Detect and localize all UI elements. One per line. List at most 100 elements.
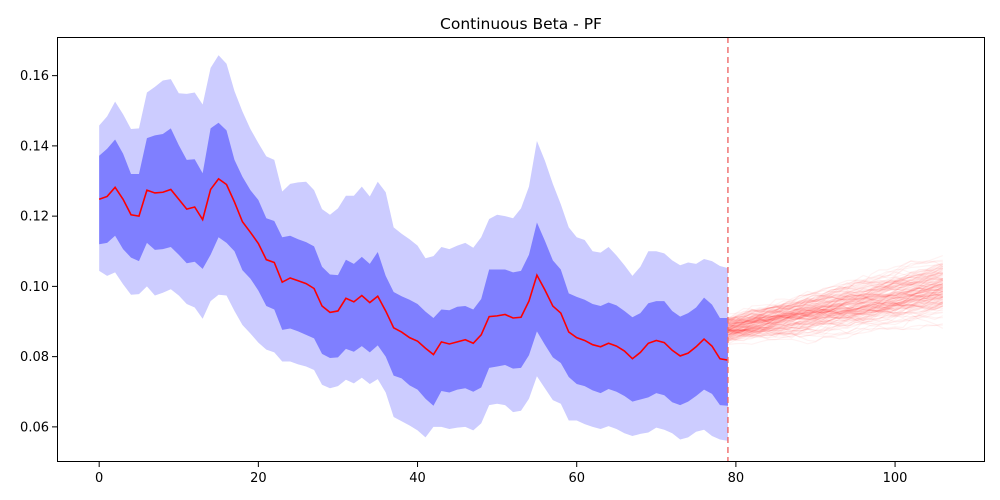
forecast-path <box>727 305 943 337</box>
forecast-path <box>727 295 943 334</box>
forecast-path <box>727 297 943 336</box>
axes-frame <box>57 37 985 462</box>
forecast-path <box>727 260 944 322</box>
forecast-path <box>727 301 944 322</box>
forecast-path <box>727 287 944 332</box>
forecast-path <box>727 297 943 338</box>
forecast-path <box>727 268 943 321</box>
y-tick-label: 0.08 <box>20 350 49 365</box>
forecast-path <box>727 276 943 334</box>
forecast-path <box>727 263 943 327</box>
forecast-path <box>727 291 943 331</box>
forecast-path <box>727 300 943 343</box>
forecast-path <box>727 301 943 335</box>
forecast-path <box>727 287 943 321</box>
forecast-path <box>727 302 944 341</box>
forecast-path <box>727 283 944 325</box>
forecast-path <box>727 293 943 323</box>
forecast-path <box>727 274 943 331</box>
forecast-path <box>727 293 943 327</box>
forecast-path <box>727 278 944 325</box>
forecast-path <box>727 300 943 329</box>
forecast-path <box>727 290 944 333</box>
forecast-path <box>727 267 944 325</box>
forecast-path <box>727 279 944 340</box>
forecast-path <box>727 271 943 322</box>
forecast-path <box>727 269 944 328</box>
forecast-path <box>727 293 943 341</box>
forecast-path <box>727 324 943 340</box>
forecast-path <box>727 284 944 335</box>
chart-title: Continuous Beta - PF <box>440 15 602 33</box>
forecast-path <box>727 288 944 332</box>
forecast-path <box>727 275 944 328</box>
forecast-path <box>727 284 944 334</box>
forecast-path <box>727 271 943 319</box>
forecast-path <box>727 303 943 339</box>
forecast-path <box>727 282 944 325</box>
forecast-path <box>727 303 944 324</box>
forecast-path <box>727 296 943 328</box>
forecast-path <box>727 289 944 325</box>
y-tick-label: 0.10 <box>20 280 49 295</box>
forecast-path <box>727 290 943 342</box>
forecast-path <box>727 264 943 325</box>
forecast-path <box>727 290 943 321</box>
forecast-path <box>727 298 944 321</box>
forecast-path <box>727 300 944 338</box>
forecast-path <box>727 288 943 325</box>
forecast-path <box>727 293 943 340</box>
forecast-path <box>727 282 944 336</box>
y-tick-label: 0.06 <box>20 420 49 435</box>
forecast-path <box>727 292 944 337</box>
forecast-path <box>727 293 943 335</box>
forecast-path <box>727 299 944 337</box>
forecast-path <box>727 289 943 336</box>
forecast-path <box>727 278 944 345</box>
forecast-path <box>727 291 943 333</box>
plot-area <box>98 37 944 462</box>
forecast-path <box>727 271 943 337</box>
forecast-path <box>727 283 944 326</box>
forecast-path <box>727 263 944 334</box>
forecast-path <box>727 308 944 342</box>
forecast-path <box>727 254 944 326</box>
forecast-path <box>727 288 944 332</box>
y-axis: 0.06 0.08 0.10 0.12 0.14 0.16 <box>20 69 57 435</box>
forecast-path <box>727 315 943 336</box>
forecast-path <box>727 302 944 332</box>
forecast-path <box>727 296 943 331</box>
forecast-path <box>727 267 943 325</box>
forecast-path <box>727 272 943 332</box>
forecast-path <box>727 296 943 339</box>
y-tick-label: 0.16 <box>20 69 49 84</box>
y-tick-label: 0.14 <box>20 139 49 154</box>
forecast-path <box>727 273 944 322</box>
forecast-path <box>727 301 944 327</box>
forecast-path <box>727 281 944 329</box>
forecast-path <box>727 311 943 340</box>
forecast-path <box>727 288 944 334</box>
forecast-path <box>727 278 943 330</box>
forecast-path <box>727 262 944 325</box>
forecast-path <box>727 279 943 337</box>
forecast-path <box>727 278 944 325</box>
x-tick-label: 20 <box>250 471 267 486</box>
forecast-path <box>727 280 944 321</box>
forecast-path <box>727 291 943 330</box>
forecast-path <box>727 296 944 332</box>
forecast-path <box>727 292 944 342</box>
forecast-path <box>727 294 943 331</box>
forecast-path <box>727 312 943 331</box>
forecast-path <box>727 299 944 327</box>
forecast-path <box>727 282 944 319</box>
forecast-path <box>727 276 943 321</box>
forecast-path <box>727 284 943 336</box>
forecast-path <box>727 259 943 330</box>
forecast-path <box>727 287 943 338</box>
forecast-path <box>727 277 943 328</box>
forecast-path <box>727 304 944 332</box>
forecast-path <box>727 285 943 334</box>
forecast-path <box>727 294 944 334</box>
